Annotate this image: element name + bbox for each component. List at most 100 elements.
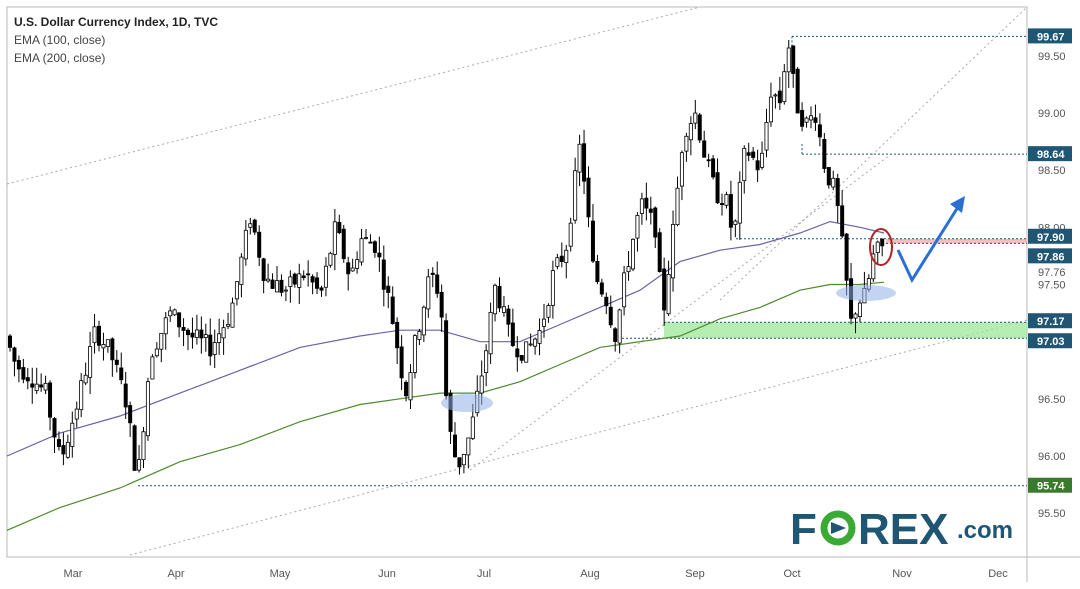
candle — [466, 437, 471, 469]
candle — [404, 380, 409, 402]
candle — [786, 39, 791, 88]
candle — [163, 311, 168, 350]
candle — [332, 208, 337, 271]
candle — [622, 265, 627, 316]
candle — [639, 192, 644, 225]
candle — [435, 261, 440, 298]
candle — [439, 284, 444, 332]
candle — [662, 257, 667, 326]
candle — [408, 364, 413, 409]
x-tick-dec: Dec — [988, 568, 1008, 580]
candle — [657, 228, 662, 273]
level-label-text: 97.03 — [1037, 336, 1065, 348]
candle — [48, 380, 53, 431]
svg-text:REX: REX — [858, 505, 948, 554]
level-label-bg — [1028, 248, 1072, 264]
candle — [185, 328, 190, 351]
candle — [528, 333, 533, 347]
candle — [590, 204, 595, 264]
candle — [706, 153, 711, 168]
candle — [421, 305, 426, 343]
candle — [221, 319, 226, 355]
candle — [92, 314, 97, 354]
candle — [203, 323, 208, 352]
candle — [791, 45, 796, 88]
forex-logo: F REX .com — [790, 505, 1013, 554]
candle — [835, 173, 840, 223]
candle — [875, 240, 880, 264]
x-tick-jul: Jul — [477, 568, 491, 580]
candle — [497, 277, 502, 313]
ema-100-line — [6, 220, 885, 457]
candle — [208, 318, 213, 366]
candle — [501, 295, 506, 317]
candle — [315, 272, 320, 295]
candle — [813, 104, 818, 131]
candle — [88, 331, 93, 394]
y-tick-0: 95.50 — [1038, 508, 1066, 520]
y-tick-4: 97.50 — [1038, 280, 1066, 292]
candle — [702, 130, 707, 158]
candle — [395, 317, 400, 365]
candle — [733, 219, 738, 238]
candle — [773, 93, 778, 109]
candle — [728, 180, 733, 241]
candle — [34, 367, 39, 394]
candle — [755, 149, 760, 182]
candle — [399, 335, 404, 391]
candle — [555, 253, 560, 270]
level-label-text: 99.67 — [1037, 31, 1065, 43]
plot-area — [6, 6, 1028, 558]
candle — [372, 240, 377, 258]
candle — [599, 278, 604, 297]
candle — [510, 308, 515, 348]
candle — [132, 424, 137, 471]
candle — [742, 145, 747, 194]
level-label-text: 98.64 — [1037, 149, 1065, 161]
time-axis-ticks: Mar Apr May Jun Jul Aug Sep Oct Nov Dec — [64, 568, 1009, 580]
level-label-text: 97.76 — [1038, 267, 1066, 279]
candle — [239, 253, 244, 298]
candle — [128, 401, 133, 438]
candle — [172, 308, 177, 316]
candle — [582, 129, 587, 195]
candle — [697, 112, 702, 144]
candle — [243, 220, 248, 266]
chart-title: U.S. Dollar Currency Index, 1D, TVC — [14, 15, 218, 29]
candle — [795, 67, 800, 114]
candle — [154, 342, 159, 358]
candle — [217, 318, 222, 355]
candle — [844, 233, 849, 296]
level-label-bg — [1028, 146, 1072, 162]
candle — [635, 212, 640, 252]
candle — [568, 217, 573, 252]
candle — [461, 453, 466, 474]
level-label-97-90: 97.90 — [1028, 228, 1072, 244]
candle — [61, 432, 66, 466]
candle — [604, 292, 609, 315]
blue-highlight-oct — [836, 285, 896, 301]
red-circle-marker — [869, 228, 893, 266]
level-label-97-03: 97.03 — [1028, 333, 1072, 349]
candle — [266, 263, 271, 283]
candle — [230, 297, 235, 328]
candle — [684, 132, 689, 162]
candle — [16, 355, 21, 383]
candle — [105, 339, 110, 353]
candle — [631, 238, 636, 272]
candle — [30, 367, 35, 404]
candle — [671, 210, 676, 292]
candles — [7, 39, 885, 475]
level-lines — [138, 35, 1027, 487]
candle — [751, 146, 756, 161]
candle — [7, 334, 12, 352]
candle — [519, 355, 524, 364]
candle — [65, 434, 70, 459]
candle — [853, 312, 858, 334]
candle — [319, 285, 324, 297]
rising-trend-line-2 — [719, 6, 1028, 301]
x-tick-mar: Mar — [64, 568, 83, 580]
level-label-text: 97.90 — [1037, 232, 1065, 244]
candle — [168, 306, 173, 322]
level-label-bg — [1028, 28, 1072, 44]
